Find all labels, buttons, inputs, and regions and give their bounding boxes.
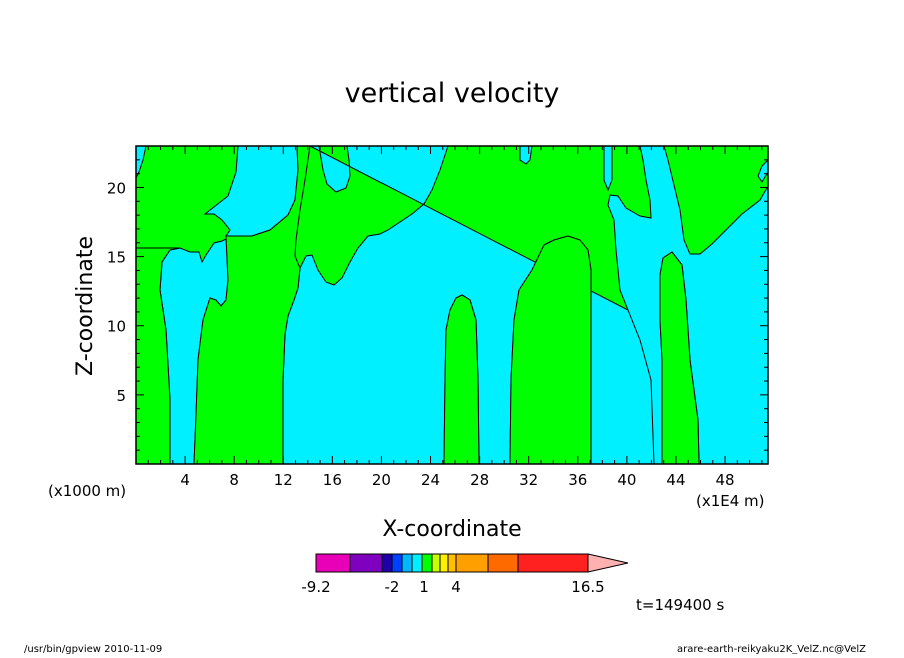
x-tick-label: 12 — [274, 471, 293, 489]
x-tick-label: 8 — [229, 471, 239, 489]
x-tick-label: 4 — [180, 471, 190, 489]
plot-frame — [135, 145, 769, 465]
x-axis-title: X-coordinate — [382, 517, 521, 542]
x-tick-label: 16 — [323, 471, 342, 489]
x-tick-label: 28 — [470, 471, 489, 489]
footer-left: /usr/bin/gpview 2010-11-09 — [24, 644, 162, 654]
chart-title: vertical velocity — [345, 78, 560, 109]
colorbar-segment — [411, 553, 423, 573]
positive-regions — [135, 145, 700, 465]
colorbar-segment — [315, 553, 351, 573]
x-tick-label: 40 — [617, 471, 636, 489]
time-label: t=149400 s — [636, 596, 724, 614]
x-tick-label: 44 — [666, 471, 685, 489]
contour-region — [603, 145, 613, 192]
colorbar-segment — [447, 553, 457, 573]
colorbar — [315, 553, 629, 573]
colorbar-min-label: -9.2 — [301, 578, 330, 596]
x-tick-label: 32 — [519, 471, 538, 489]
contour-region — [509, 235, 592, 465]
y-axis: 5 10 15 20 — [107, 159, 768, 451]
colorbar-segment — [401, 553, 413, 573]
colorbar-segment — [381, 553, 393, 573]
x-unit-label: (x1E4 m) — [696, 492, 765, 510]
contour-region — [443, 294, 480, 465]
x-axis: 4 8 12 16 20 24 28 32 36 40 44 48 — [147, 146, 763, 489]
colorbar-segment — [487, 553, 519, 573]
x-tick-label: 24 — [421, 471, 440, 489]
negative-regions — [135, 145, 769, 465]
colorbar-segment — [421, 553, 433, 573]
contour-region — [193, 145, 311, 465]
colorbar-tick-labels: -2 1 4 — [385, 578, 461, 596]
colorbar-tick-label: 1 — [419, 578, 429, 596]
colorbar-max-label: 16.5 — [571, 578, 604, 596]
x-tick-label: 20 — [372, 471, 391, 489]
colorbar-tick-label: 4 — [451, 578, 461, 596]
colorbar-segment — [439, 553, 449, 573]
y-tick-label: 20 — [107, 179, 126, 197]
colorbar-arrow — [587, 553, 629, 573]
x-tick-label: 48 — [716, 471, 735, 489]
y-axis-title: Z-coordinate — [73, 236, 98, 376]
x-tick-label: 36 — [568, 471, 587, 489]
colorbar-tick-label: -2 — [385, 578, 400, 596]
y-tick-label: 15 — [107, 249, 126, 267]
colorbar-segment — [455, 553, 489, 573]
y-tick-label: 5 — [116, 387, 126, 405]
contour-region — [659, 251, 700, 465]
footer-right: arare-earth-reikyaku2K_VelZ.nc@VelZ — [677, 644, 866, 654]
colorbar-segment — [517, 553, 589, 573]
y-tick-label: 10 — [107, 318, 126, 336]
colorbar-segment — [391, 553, 403, 573]
colorbar-segment — [349, 553, 383, 573]
x-multiplier-label: (x1000 m) — [48, 482, 126, 500]
colorbar-segment — [431, 553, 441, 573]
